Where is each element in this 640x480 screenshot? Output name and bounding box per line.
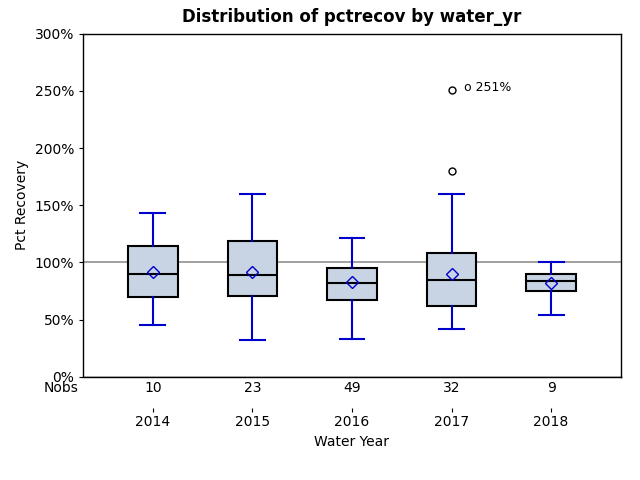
PathPatch shape xyxy=(128,246,178,297)
Text: 49: 49 xyxy=(343,381,361,395)
Text: 10: 10 xyxy=(144,381,162,395)
PathPatch shape xyxy=(327,268,377,300)
Text: 9: 9 xyxy=(547,381,556,395)
PathPatch shape xyxy=(427,253,476,306)
Text: 32: 32 xyxy=(443,381,460,395)
X-axis label: Water Year: Water Year xyxy=(314,434,390,448)
Y-axis label: Pct Recovery: Pct Recovery xyxy=(15,160,29,251)
PathPatch shape xyxy=(228,240,277,296)
Title: Distribution of pctrecov by water_yr: Distribution of pctrecov by water_yr xyxy=(182,9,522,26)
PathPatch shape xyxy=(526,274,576,291)
Text: 23: 23 xyxy=(244,381,261,395)
Text: o 251%: o 251% xyxy=(465,81,512,94)
Text: Nobs: Nobs xyxy=(44,381,78,395)
